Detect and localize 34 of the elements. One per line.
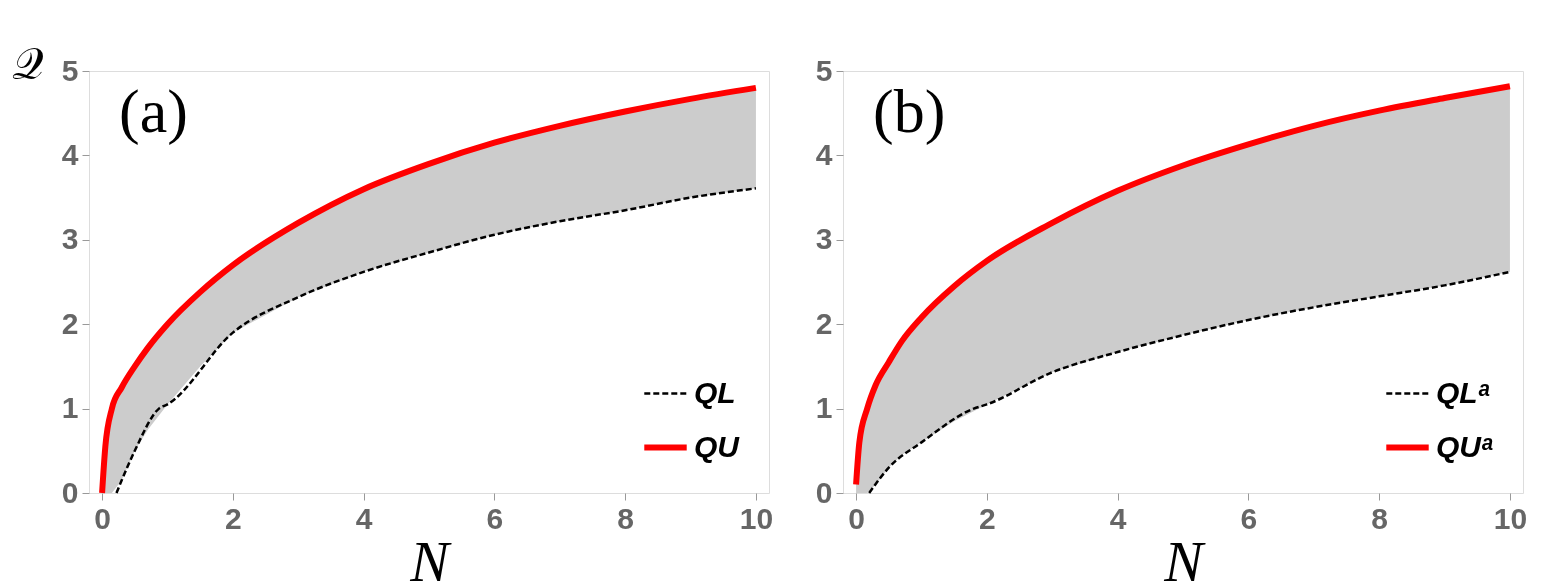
y-tick-label: 1 (815, 391, 833, 425)
y-tick-label: 1 (61, 391, 79, 425)
legend-label: QLᵃ (1436, 375, 1490, 409)
x-axis-title: N (409, 528, 453, 584)
x-tick-label: 4 (355, 501, 373, 535)
y-tick-label: 2 (815, 306, 833, 340)
x-tick-label: 8 (1371, 501, 1388, 535)
x-tick-label: 6 (486, 501, 504, 535)
y-tick-label: 2 (61, 306, 79, 340)
y-tick-label: 5 (61, 53, 79, 87)
y-tick-label: 0 (61, 475, 79, 509)
annotation: (a) (119, 77, 188, 146)
annotation: (b) (873, 77, 946, 146)
x-tick-label: 10 (739, 501, 774, 535)
x-tick-label: 2 (979, 501, 996, 535)
x-tick-label: 6 (1240, 501, 1258, 535)
x-tick-label: 0 (848, 501, 865, 535)
y-tick-label: 4 (815, 137, 833, 171)
y-tick-label: 0 (815, 475, 833, 509)
y-tick-label: 3 (815, 222, 833, 256)
y-tick-label: 3 (61, 222, 79, 256)
y-axis-title: 𝒬 (11, 37, 44, 89)
x-tick-label: 0 (94, 501, 111, 535)
y-tick-label: 4 (61, 137, 79, 171)
legend-label: QU (694, 429, 741, 463)
x-tick-label: 2 (225, 501, 242, 535)
x-tick-label: 10 (1493, 501, 1528, 535)
x-tick-label: 8 (617, 501, 634, 535)
legend-label: QUᵃ (1436, 429, 1493, 463)
y-tick-label: 5 (815, 53, 833, 87)
x-tick-label: 4 (1109, 501, 1127, 535)
line-series (115, 187, 758, 495)
x-axis-title: N (1163, 528, 1207, 584)
legend-label: QL (694, 375, 736, 409)
